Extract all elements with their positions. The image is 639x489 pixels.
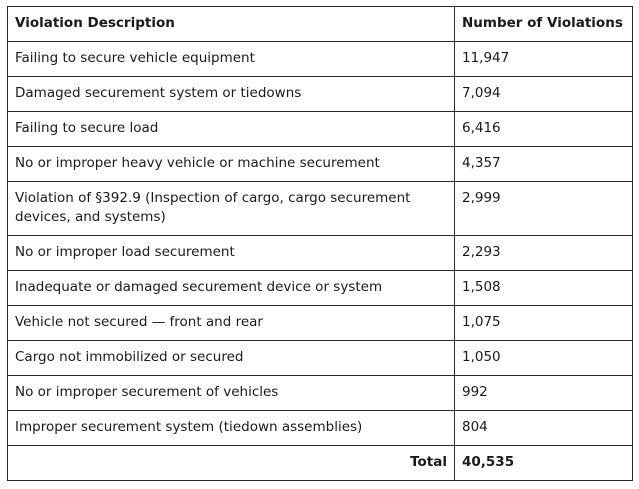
column-header-count: Number of Violations [454, 6, 633, 42]
violations-table: Violation Description Number of Violatio… [7, 6, 633, 481]
table-row: No or improper heavy vehicle or machine … [7, 146, 633, 182]
violation-description: Failing to secure vehicle equipment [7, 41, 455, 77]
violation-count: 804 [454, 410, 633, 446]
violation-description: Vehicle not secured — front and rear [7, 305, 455, 341]
violation-count: 6,416 [454, 111, 633, 147]
violation-count: 1,050 [454, 340, 633, 376]
table-row: Cargo not immobilized or secured 1,050 [7, 340, 633, 376]
violation-description: No or improper heavy vehicle or machine … [7, 146, 455, 182]
violation-description: Failing to secure load [7, 111, 455, 147]
table-row: Failing to secure vehicle equipment 11,9… [7, 41, 633, 77]
violation-description: Damaged securement system or tiedowns [7, 76, 455, 112]
total-label: Total [7, 445, 455, 481]
violation-count: 7,094 [454, 76, 633, 112]
violation-count: 11,947 [454, 41, 633, 77]
violation-count: 2,999 [454, 181, 633, 236]
violation-count: 2,293 [454, 235, 633, 271]
violation-description: Inadequate or damaged securement device … [7, 270, 455, 306]
violation-count: 1,075 [454, 305, 633, 341]
total-value: 40,535 [454, 445, 633, 481]
table-row: Damaged securement system or tiedowns 7,… [7, 76, 633, 112]
table-header-row: Violation Description Number of Violatio… [7, 6, 633, 42]
violation-description: Improper securement system (tiedown asse… [7, 410, 455, 446]
violation-count: 1,508 [454, 270, 633, 306]
violations-table-container: Violation Description Number of Violatio… [7, 6, 633, 481]
violation-description: No or improper securement of vehicles [7, 375, 455, 411]
table-row: Inadequate or damaged securement device … [7, 270, 633, 306]
table-row: Violation of §392.9 (Inspection of cargo… [7, 181, 633, 236]
table-total-row: Total 40,535 [7, 445, 633, 481]
violation-count: 4,357 [454, 146, 633, 182]
column-header-description: Violation Description [7, 6, 455, 42]
violation-count: 992 [454, 375, 633, 411]
table-row: Improper securement system (tiedown asse… [7, 410, 633, 446]
violation-description: No or improper load securement [7, 235, 455, 271]
table-row: Vehicle not secured — front and rear 1,0… [7, 305, 633, 341]
violation-description: Cargo not immobilized or secured [7, 340, 455, 376]
violation-description: Violation of §392.9 (Inspection of cargo… [7, 181, 455, 236]
table-row: Failing to secure load 6,416 [7, 111, 633, 147]
table-row: No or improper securement of vehicles 99… [7, 375, 633, 411]
table-row: No or improper load securement 2,293 [7, 235, 633, 271]
